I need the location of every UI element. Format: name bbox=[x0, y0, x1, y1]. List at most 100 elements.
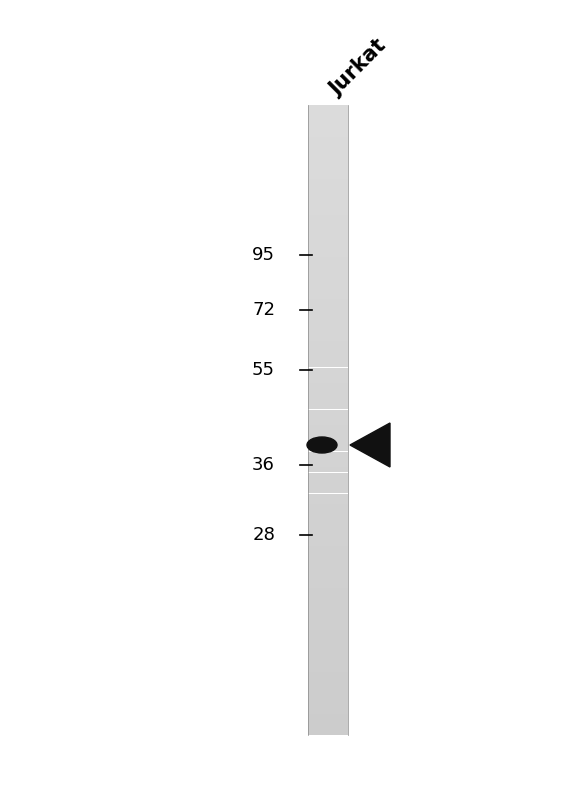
Bar bbox=[308, 258, 348, 262]
Bar bbox=[308, 362, 348, 367]
Bar bbox=[308, 236, 348, 242]
Bar bbox=[308, 530, 348, 535]
Bar bbox=[308, 389, 348, 394]
Bar bbox=[308, 709, 348, 714]
Bar bbox=[308, 178, 348, 184]
Bar bbox=[308, 278, 348, 283]
Bar bbox=[308, 174, 348, 178]
Bar bbox=[308, 105, 348, 110]
Bar bbox=[308, 651, 348, 656]
Bar bbox=[308, 478, 348, 483]
Bar bbox=[308, 404, 348, 410]
Bar bbox=[308, 215, 348, 221]
Bar bbox=[308, 137, 348, 142]
Bar bbox=[308, 310, 348, 315]
Bar bbox=[308, 399, 348, 404]
Bar bbox=[308, 121, 348, 126]
Bar bbox=[308, 451, 348, 457]
Text: 95: 95 bbox=[252, 246, 275, 264]
Bar bbox=[308, 367, 348, 373]
Bar bbox=[308, 199, 348, 205]
Bar bbox=[308, 294, 348, 299]
Bar bbox=[308, 252, 348, 258]
Bar bbox=[308, 414, 348, 420]
Bar bbox=[308, 420, 348, 426]
Bar bbox=[308, 352, 348, 357]
Bar bbox=[308, 189, 348, 194]
Bar bbox=[308, 703, 348, 709]
Bar bbox=[308, 194, 348, 199]
Bar bbox=[308, 283, 348, 289]
Text: 28: 28 bbox=[252, 526, 275, 544]
Ellipse shape bbox=[307, 437, 337, 453]
Bar bbox=[308, 525, 348, 530]
Bar bbox=[308, 625, 348, 630]
Text: 72: 72 bbox=[252, 301, 275, 319]
Bar bbox=[308, 594, 348, 598]
Bar bbox=[308, 326, 348, 330]
Bar bbox=[308, 158, 348, 162]
Bar bbox=[308, 436, 348, 441]
Bar bbox=[308, 656, 348, 662]
Bar bbox=[308, 342, 348, 346]
Bar bbox=[308, 541, 348, 546]
Bar bbox=[308, 346, 348, 352]
Bar bbox=[308, 441, 348, 446]
Bar bbox=[308, 473, 348, 478]
Bar bbox=[308, 305, 348, 310]
Bar bbox=[308, 598, 348, 604]
Text: Jurkat: Jurkat bbox=[326, 36, 390, 100]
Bar bbox=[308, 142, 348, 147]
Bar bbox=[308, 467, 348, 473]
Bar bbox=[308, 514, 348, 520]
Bar bbox=[308, 646, 348, 651]
Bar bbox=[308, 483, 348, 488]
Bar bbox=[308, 578, 348, 582]
Bar bbox=[308, 672, 348, 678]
Bar bbox=[308, 498, 348, 504]
Bar bbox=[308, 693, 348, 698]
Bar bbox=[308, 662, 348, 666]
Bar bbox=[308, 582, 348, 588]
Bar bbox=[308, 289, 348, 294]
Bar bbox=[308, 614, 348, 619]
Bar bbox=[308, 682, 348, 688]
Bar bbox=[308, 504, 348, 510]
Bar bbox=[308, 152, 348, 158]
Bar bbox=[308, 426, 348, 430]
Bar bbox=[308, 510, 348, 514]
Bar bbox=[308, 330, 348, 336]
Bar bbox=[308, 714, 348, 719]
Bar bbox=[308, 730, 348, 735]
Bar bbox=[308, 221, 348, 226]
Bar bbox=[308, 383, 348, 389]
Bar bbox=[308, 410, 348, 414]
Bar bbox=[308, 698, 348, 703]
Bar bbox=[308, 131, 348, 137]
Bar bbox=[308, 572, 348, 578]
Bar bbox=[308, 210, 348, 215]
Bar bbox=[308, 609, 348, 614]
Bar bbox=[308, 336, 348, 342]
Bar bbox=[308, 242, 348, 246]
Bar bbox=[308, 430, 348, 436]
Bar bbox=[308, 520, 348, 525]
Bar bbox=[308, 168, 348, 174]
Bar bbox=[308, 268, 348, 273]
Text: 36: 36 bbox=[252, 456, 275, 474]
Bar bbox=[308, 226, 348, 231]
Bar bbox=[308, 205, 348, 210]
Bar bbox=[308, 162, 348, 168]
Bar bbox=[308, 373, 348, 378]
Bar bbox=[308, 551, 348, 557]
Bar bbox=[308, 184, 348, 189]
Bar bbox=[308, 457, 348, 462]
Bar bbox=[308, 246, 348, 252]
Bar bbox=[308, 320, 348, 326]
Bar bbox=[308, 619, 348, 625]
Bar bbox=[308, 273, 348, 278]
Bar bbox=[308, 588, 348, 594]
Bar bbox=[308, 604, 348, 609]
Text: 55: 55 bbox=[252, 361, 275, 379]
Bar bbox=[308, 394, 348, 399]
